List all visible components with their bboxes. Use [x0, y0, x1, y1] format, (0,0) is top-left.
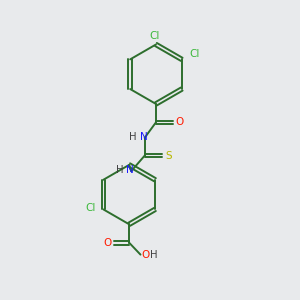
Text: O: O [176, 117, 184, 128]
Text: S: S [166, 151, 172, 160]
Text: O: O [142, 250, 150, 260]
Text: N: N [140, 132, 147, 142]
Text: H: H [116, 165, 124, 175]
Text: Cl: Cl [149, 31, 160, 40]
Text: Cl: Cl [86, 203, 96, 213]
Text: N: N [126, 165, 134, 175]
Text: H: H [129, 132, 137, 142]
Text: H: H [150, 250, 157, 260]
Text: O: O [104, 238, 112, 248]
Text: Cl: Cl [190, 49, 200, 59]
